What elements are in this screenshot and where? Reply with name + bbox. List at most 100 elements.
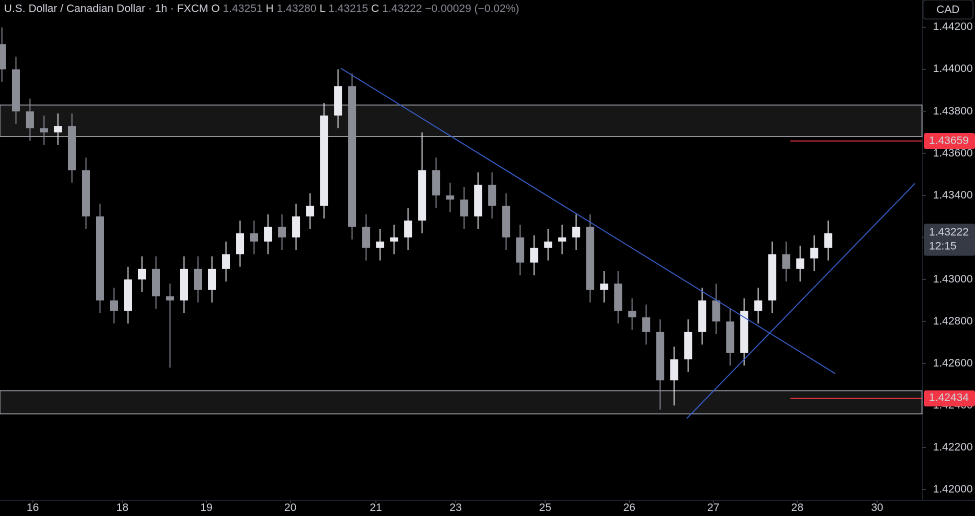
x-tick-label: 20 (284, 502, 296, 514)
candle-body (796, 258, 805, 269)
candle-body (684, 331, 693, 360)
candle-body (390, 237, 399, 242)
x-tick-label: 16 (27, 502, 39, 514)
candle-body (698, 300, 707, 332)
x-tick-label: 27 (707, 502, 719, 514)
level-label: 1.42434 (929, 392, 969, 404)
x-tick-label: 30 (871, 502, 883, 514)
plot-area: 1.44200 1.44000 1.43800 1.43600 1.43400 1.432… (0, 21, 973, 514)
candle-body (320, 115, 329, 206)
candle-body (123, 279, 132, 311)
header: U.S. Dollar / Canadian Dollar · 1h · FXC… (4, 3, 519, 15)
level-label: 1.43659 (929, 135, 969, 147)
candle-body (109, 300, 118, 311)
y-tick-label: 1.44200 (933, 21, 973, 33)
ohlc-key: O (211, 3, 220, 15)
candle-body (600, 283, 609, 290)
candle-body (264, 226, 273, 242)
x-tick-label: 21 (370, 502, 382, 514)
candle-body (754, 300, 763, 311)
candle-body (194, 268, 203, 290)
x-tick-label: 25 (539, 502, 551, 514)
candle-body (712, 300, 721, 322)
ohlc-key: L (320, 3, 326, 15)
candle-body (404, 220, 413, 238)
candle-body (670, 359, 679, 381)
y-tick-label: 1.43600 (933, 147, 973, 159)
candle-body (348, 86, 357, 227)
countdown: 12:15 (929, 241, 957, 253)
candle-body (39, 128, 48, 133)
currency-box[interactable] (922, 0, 974, 20)
candle-body (25, 111, 34, 129)
x-tick-label: 28 (791, 502, 803, 514)
ohlc-key: C (371, 3, 379, 15)
ohlc-value: 1.43215 (328, 3, 368, 15)
y-tick-label: 1.42600 (933, 357, 973, 369)
candle-body (53, 126, 62, 133)
candle-body (782, 254, 791, 269)
candle-body (768, 254, 777, 301)
candle-body (81, 170, 90, 217)
candle-body (278, 226, 287, 238)
x-tick-label: 19 (200, 502, 212, 514)
candle-body (530, 247, 539, 263)
x-tick-label: 26 (623, 502, 635, 514)
candle-body (236, 233, 245, 255)
candle-body (824, 233, 833, 248)
last-price-label: 1.43222 (929, 227, 969, 239)
currency[interactable]: CAD (936, 4, 959, 16)
candle-body (614, 283, 623, 311)
y-tick-label: 1.42000 (933, 483, 973, 495)
candle-body (137, 268, 146, 280)
candle-body (67, 126, 76, 171)
candle-body (446, 195, 455, 200)
candle-body (628, 310, 637, 318)
candle-body (488, 184, 497, 206)
candle-body (474, 184, 483, 217)
candle-body (418, 170, 427, 221)
candle-body (810, 247, 819, 259)
candle-body (544, 241, 553, 248)
ohlc-value: 1.43280 (277, 3, 317, 15)
ohlc-value: 1.43222 (382, 3, 422, 15)
x-tick-label: 18 (116, 502, 128, 514)
candle-body (208, 268, 217, 290)
candle-body (726, 321, 735, 353)
candle-body (516, 237, 525, 263)
chart-title: U.S. Dollar / Canadian Dollar · 1h · FXC… (4, 3, 208, 15)
trendline (340, 67, 836, 374)
candle-body (572, 226, 581, 238)
candle-body (152, 268, 161, 297)
candle-body (432, 170, 441, 196)
zone (0, 390, 923, 415)
trendline (686, 183, 916, 419)
candle-body (656, 331, 665, 381)
candle-body (222, 254, 231, 269)
last-price-box (924, 223, 975, 256)
candle-body (292, 216, 301, 238)
candle-body (11, 69, 20, 112)
candle-body (95, 216, 104, 301)
level-label-box (924, 390, 975, 407)
candle-body (502, 205, 511, 238)
x-tick-label: 23 (450, 502, 462, 514)
candle-body (740, 310, 749, 353)
zone (0, 104, 923, 137)
y-tick-label: 1.43000 (933, 273, 973, 285)
candle-body (306, 205, 315, 217)
candle-body (586, 226, 595, 290)
y-tick-label: 1.43400 (933, 189, 973, 201)
y-tick-label: 1.42200 (933, 441, 973, 453)
candle-body (0, 44, 6, 70)
candle-body (334, 86, 343, 116)
y-tick-label: 1.44000 (933, 63, 973, 75)
y-tick-label: 1.43800 (933, 105, 973, 117)
level-label-box (924, 132, 975, 149)
ohlc-value: 1.43251 (223, 3, 263, 15)
candle-body (180, 268, 189, 301)
candle-body (460, 199, 469, 217)
